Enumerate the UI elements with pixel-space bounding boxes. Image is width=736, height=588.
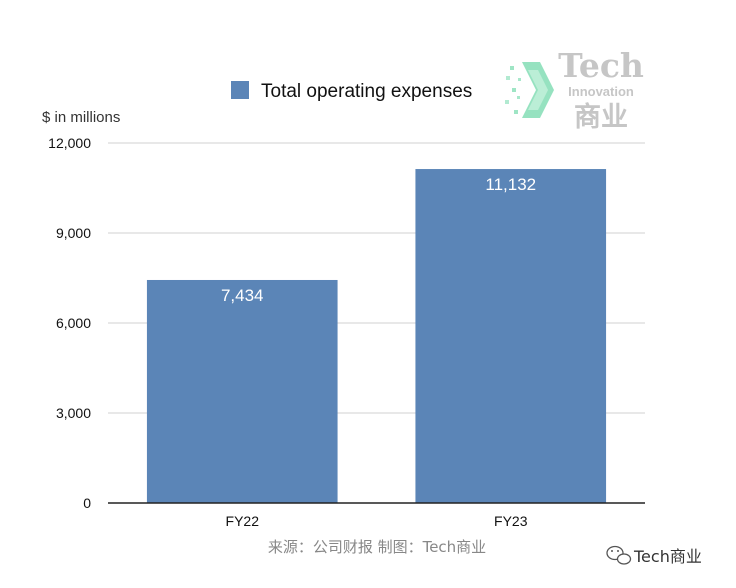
account-badge: Tech商业 [606, 545, 702, 566]
legend: Total operating expenses [231, 81, 472, 102]
bar-value-label: 11,132 [485, 175, 536, 194]
x-tick-label: FY22 [226, 513, 260, 529]
x-tick-label: FY23 [494, 513, 528, 529]
y-tick-label: 0 [83, 495, 91, 511]
bar [415, 169, 607, 504]
legend-label: Total operating expenses [261, 81, 472, 102]
data-labels: 7,434 11,132 [221, 175, 536, 305]
wechat-icon [606, 545, 632, 565]
y-tick-label: 9,000 [56, 225, 91, 241]
watermark-arrow-icon [505, 62, 554, 118]
watermark-title: Tech [558, 46, 644, 85]
y-axis-unit-label: $ in millions [42, 109, 120, 126]
y-tick-label: 6,000 [56, 315, 91, 331]
legend-swatch [231, 81, 249, 99]
bars [146, 169, 607, 504]
bar [146, 279, 338, 503]
source-note: 来源：公司财报 制图：Tech商业 [268, 538, 486, 556]
watermark-chinese: 商业 [574, 102, 628, 133]
y-tick-label: 12,000 [48, 135, 91, 151]
watermark-logo: Tech Innovation 商业 [505, 46, 644, 133]
bar-value-label: 7,434 [221, 286, 264, 305]
watermark-subtitle: Innovation [568, 84, 634, 99]
badge-label: Tech商业 [633, 547, 702, 566]
y-tick-label: 3,000 [56, 405, 91, 421]
y-tick-labels: 0 3,000 6,000 9,000 12,000 [48, 135, 91, 511]
x-tick-labels: FY22 FY23 [226, 513, 528, 529]
